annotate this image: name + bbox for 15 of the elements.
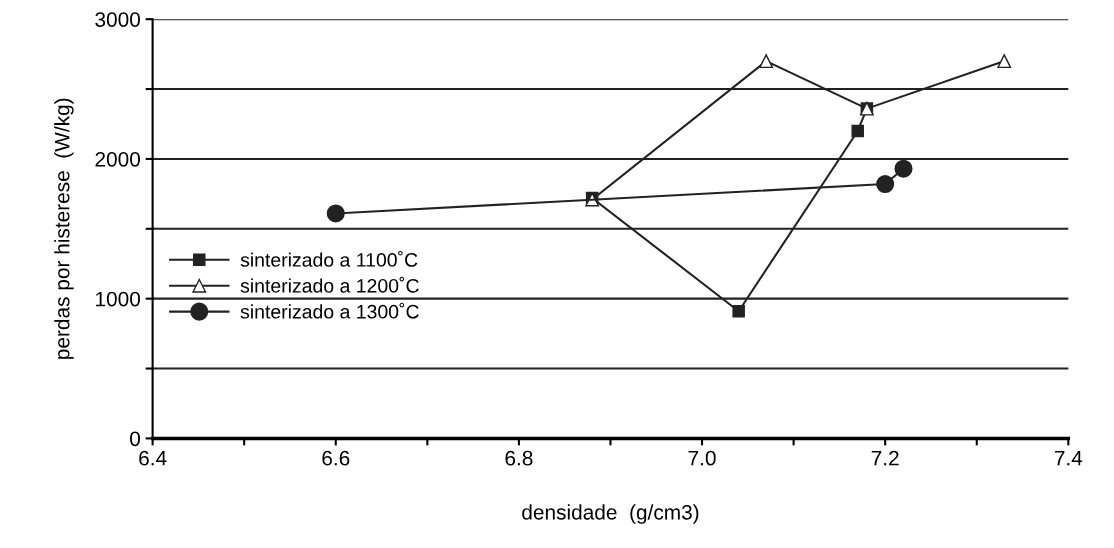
- y-tick-label: 2000: [95, 151, 140, 167]
- x-axis-title: densidade (g/cm3): [522, 504, 699, 524]
- legend-label: sinterizado a 1300˚C: [240, 302, 419, 319]
- y-tick-label: 1000: [96, 291, 140, 307]
- x-tick-label: 7.0: [688, 450, 716, 466]
- x-tick-label: 6.4: [139, 450, 167, 466]
- y-tick-label: 0: [130, 431, 140, 447]
- legend-label: sinterizado a 1200˚C: [240, 276, 419, 293]
- x-tick-label: 7.4: [1054, 450, 1083, 466]
- x-tick-label: 6.8: [505, 450, 533, 466]
- x-tick-label: 7.2: [871, 450, 899, 466]
- legend-label: sinterizado a 1100˚C: [240, 250, 418, 267]
- y-tick-label: 3000: [95, 12, 140, 27]
- y-axis-title: perdas por histerese (W/kg): [54, 98, 74, 359]
- x-tick-label: 6.6: [322, 450, 350, 466]
